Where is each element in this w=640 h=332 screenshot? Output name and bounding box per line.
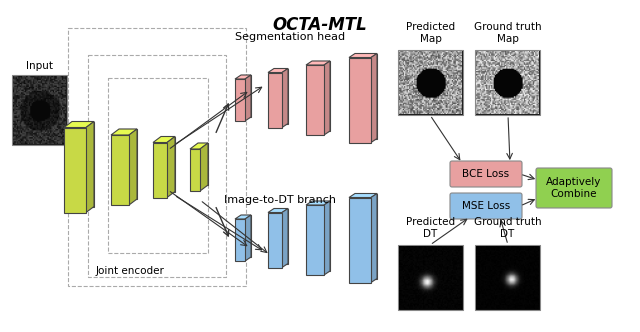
Polygon shape [268,68,288,72]
Text: Predicted
DT: Predicted DT [406,217,455,239]
Polygon shape [64,127,86,212]
Polygon shape [349,57,371,142]
Polygon shape [119,129,137,199]
Polygon shape [268,72,282,127]
Polygon shape [198,143,208,185]
Text: Ground truth
Map: Ground truth Map [474,22,541,44]
FancyBboxPatch shape [536,168,612,208]
Polygon shape [129,129,137,205]
Polygon shape [235,219,245,261]
Polygon shape [245,215,251,261]
Polygon shape [371,53,377,142]
Text: MSE Loss: MSE Loss [462,201,510,211]
Polygon shape [241,215,251,257]
Polygon shape [306,61,330,65]
Bar [475,245,540,310]
Polygon shape [190,149,200,191]
Text: BCE Loss: BCE Loss [463,169,509,179]
Text: OCTA-MTL: OCTA-MTL [273,16,367,34]
Polygon shape [111,135,129,205]
Polygon shape [268,208,288,212]
Polygon shape [72,122,94,207]
Polygon shape [324,61,330,135]
Polygon shape [312,201,330,271]
Polygon shape [190,143,208,149]
Polygon shape [167,136,175,198]
Polygon shape [274,208,288,264]
Text: Input: Input [26,61,53,71]
FancyBboxPatch shape [450,193,522,219]
Polygon shape [312,61,330,131]
Polygon shape [282,68,288,127]
Polygon shape [245,75,251,121]
Polygon shape [153,136,175,142]
Polygon shape [161,136,175,192]
Text: Segmentation head: Segmentation head [235,32,345,42]
Polygon shape [306,201,330,205]
Bar [398,245,463,310]
Polygon shape [268,212,282,268]
Bar [475,50,540,115]
Polygon shape [274,68,288,124]
Text: Adaptively
Combine: Adaptively Combine [547,177,602,199]
Polygon shape [235,75,251,79]
Polygon shape [235,79,245,121]
Bar [12,75,67,145]
Polygon shape [306,205,324,275]
Polygon shape [371,194,377,283]
Polygon shape [153,142,167,198]
Text: Image-to-DT branch: Image-to-DT branch [224,195,336,205]
Polygon shape [349,194,377,198]
Polygon shape [355,53,377,138]
Polygon shape [349,198,371,283]
Text: Joint encoder: Joint encoder [95,266,164,276]
Polygon shape [306,65,324,135]
Polygon shape [64,122,94,127]
Polygon shape [324,201,330,275]
Polygon shape [235,215,251,219]
Text: Ground truth
DT: Ground truth DT [474,217,541,239]
Polygon shape [86,122,94,212]
Polygon shape [200,143,208,191]
Polygon shape [241,75,251,117]
FancyBboxPatch shape [450,161,522,187]
Text: Predicted
Map: Predicted Map [406,22,455,44]
Polygon shape [282,208,288,268]
Bar [398,50,463,115]
Polygon shape [355,194,377,279]
Polygon shape [111,129,137,135]
Polygon shape [349,53,377,57]
